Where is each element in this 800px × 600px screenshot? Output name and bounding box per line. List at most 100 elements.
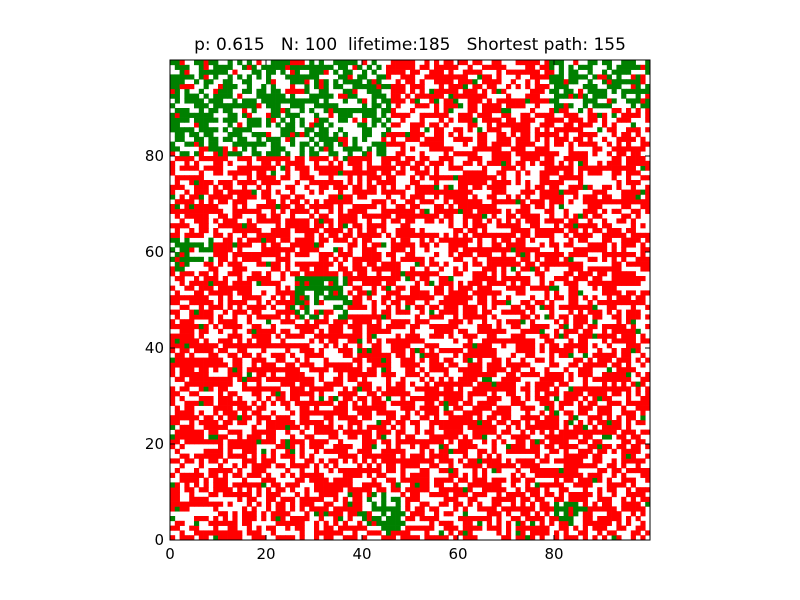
grid-cell	[242, 415, 248, 421]
grid-cell	[285, 348, 291, 354]
grid-cell	[342, 525, 348, 531]
grid-cell	[597, 271, 603, 277]
grid-cell	[506, 223, 512, 229]
grid-cell	[342, 352, 348, 358]
grid-cell	[438, 280, 444, 286]
grid-cell	[558, 506, 564, 512]
grid-cell	[539, 472, 545, 478]
grid-cell	[362, 511, 368, 517]
grid-cell	[616, 261, 622, 267]
grid-cell	[563, 391, 569, 397]
grid-cell	[194, 372, 200, 378]
grid-cell	[626, 453, 632, 459]
grid-cell	[174, 410, 180, 416]
grid-cell	[520, 511, 526, 517]
grid-cell	[179, 199, 185, 205]
grid-cell	[309, 324, 315, 330]
grid-cell	[549, 492, 555, 498]
grid-cell	[318, 506, 324, 512]
grid-cell	[515, 194, 521, 200]
grid-cell	[429, 520, 435, 526]
grid-cell	[616, 314, 622, 320]
grid-cell	[549, 444, 555, 450]
grid-cell	[587, 165, 593, 171]
grid-cell	[635, 194, 641, 200]
grid-cell	[203, 415, 209, 421]
grid-cell	[198, 256, 204, 262]
grid-cell	[218, 415, 224, 421]
grid-cell	[261, 180, 267, 186]
grid-cell	[448, 237, 454, 243]
grid-cell	[285, 405, 291, 411]
grid-cell	[448, 295, 454, 301]
grid-cell	[342, 386, 348, 392]
grid-cell	[419, 156, 425, 162]
grid-cell	[602, 362, 608, 368]
grid-cell	[246, 290, 252, 296]
grid-cell	[323, 535, 329, 541]
grid-cell	[510, 434, 516, 440]
grid-cell	[203, 189, 209, 195]
grid-cell	[189, 208, 195, 214]
grid-cell	[366, 252, 372, 258]
grid-cell	[342, 415, 348, 421]
grid-cell	[520, 520, 526, 526]
grid-cell	[266, 189, 272, 195]
grid-cell	[390, 261, 396, 267]
grid-cell	[472, 170, 478, 176]
grid-cell	[352, 319, 358, 325]
grid-cell	[198, 367, 204, 373]
grid-cell	[395, 458, 401, 464]
grid-cell	[554, 386, 560, 392]
grid-cell	[582, 151, 588, 157]
grid-cell	[304, 208, 310, 214]
grid-cell	[309, 180, 315, 186]
grid-cell	[462, 300, 468, 306]
grid-cell	[280, 381, 286, 387]
grid-cell	[616, 415, 622, 421]
grid-cell	[592, 415, 598, 421]
grid-cell	[342, 391, 348, 397]
grid-cell	[237, 285, 243, 291]
grid-cell	[520, 472, 526, 478]
grid-cell	[251, 516, 257, 522]
grid-cell	[366, 170, 372, 176]
grid-cell	[534, 492, 540, 498]
grid-cell	[170, 415, 176, 421]
grid-cell	[501, 477, 507, 483]
grid-cell	[299, 362, 305, 368]
grid-cell	[482, 266, 488, 272]
grid-cell	[635, 525, 641, 531]
grid-cell	[582, 520, 588, 526]
grid-cell	[568, 348, 574, 354]
grid-cell	[525, 396, 531, 402]
grid-cell	[362, 535, 368, 541]
grid-cell	[251, 482, 257, 488]
grid-cell	[568, 352, 574, 358]
grid-cell	[189, 295, 195, 301]
grid-cell	[611, 516, 617, 522]
grid-cell	[222, 386, 228, 392]
grid-cell	[424, 439, 430, 445]
grid-cell	[318, 400, 324, 406]
grid-cell	[198, 348, 204, 354]
grid-cell	[525, 458, 531, 464]
grid-cell	[194, 242, 200, 248]
grid-cell	[482, 204, 488, 210]
grid-cell	[587, 448, 593, 454]
grid-cell	[573, 213, 579, 219]
grid-cell	[587, 194, 593, 200]
grid-cell	[453, 501, 459, 507]
grid-cell	[496, 328, 502, 334]
grid-cell	[222, 420, 228, 426]
grid-cell	[491, 487, 497, 493]
grid-cell	[582, 352, 588, 358]
grid-cell	[597, 348, 603, 354]
grid-cell	[237, 453, 243, 459]
grid-cell	[218, 463, 224, 469]
grid-cell	[179, 396, 185, 402]
grid-cell	[362, 276, 368, 282]
grid-cell	[410, 463, 416, 469]
grid-cell	[246, 223, 252, 229]
grid-cell	[203, 165, 209, 171]
